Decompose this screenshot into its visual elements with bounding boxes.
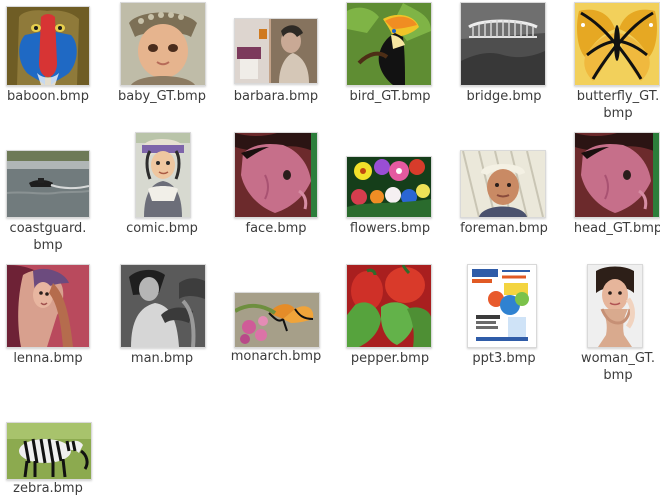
baboon-thumbnail-icon (6, 6, 90, 86)
file-name-barbara: barbara.bmp (233, 89, 319, 104)
file-name-butterfly: butterfly_GT. bmp (576, 89, 660, 121)
file-item-flowers[interactable]: flowers.bmp (335, 154, 445, 236)
file-item-baby[interactable]: baby_GT.bmp (107, 0, 217, 104)
file-name-foreman: foreman.bmp (460, 221, 548, 236)
coastguard-thumbnail-icon (6, 150, 90, 218)
file-name-monarch: monarch.bmp (230, 349, 322, 364)
pepper-thumbnail-icon (346, 264, 432, 348)
file-item-comic[interactable]: comic.bmp (107, 130, 217, 236)
head-thumbnail-icon (574, 132, 660, 218)
woman-thumbnail-icon (587, 264, 643, 348)
foreman-thumbnail-icon (460, 150, 546, 218)
file-item-baboon[interactable]: baboon.bmp (0, 4, 103, 104)
file-name-pepper: pepper.bmp (350, 351, 430, 366)
file-item-barbara[interactable]: barbara.bmp (221, 16, 331, 104)
man-thumbnail-icon (120, 264, 206, 348)
file-item-face[interactable]: face.bmp (221, 130, 331, 236)
file-name-lenna: lenna.bmp (13, 351, 83, 366)
file-item-foreman[interactable]: foreman.bmp (449, 148, 559, 236)
butterfly-thumbnail-icon (574, 2, 660, 86)
ppt3-thumbnail-icon (467, 264, 537, 348)
baby-thumbnail-icon (120, 2, 206, 86)
file-item-woman[interactable]: woman_GT. bmp (563, 262, 660, 384)
flowers-thumbnail-icon (346, 156, 432, 218)
file-item-zebra[interactable]: zebra.bmp (0, 420, 103, 500)
file-name-zebra: zebra.bmp (13, 481, 83, 496)
barbara-thumbnail-icon (234, 18, 318, 84)
file-name-woman: woman_GT. bmp (580, 351, 656, 383)
file-item-man[interactable]: man.bmp (107, 262, 217, 368)
bridge-thumbnail-icon (460, 2, 546, 86)
file-name-flowers: flowers.bmp (349, 221, 431, 236)
file-item-lenna[interactable]: lenna.bmp (0, 262, 103, 368)
file-name-head: head_GT.bmp (573, 221, 660, 236)
file-name-coastguard: coastguard. bmp (9, 221, 87, 253)
file-name-bridge: bridge.bmp (466, 89, 542, 104)
file-item-bridge[interactable]: bridge.bmp (449, 0, 559, 104)
file-name-face: face.bmp (245, 221, 307, 236)
file-item-monarch[interactable]: monarch.bmp (221, 290, 331, 368)
face-thumbnail-icon (234, 132, 318, 218)
file-name-baby: baby_GT.bmp (118, 89, 206, 104)
file-item-bird[interactable]: bird_GT.bmp (335, 0, 445, 104)
comic-thumbnail-icon (135, 132, 191, 218)
file-name-ppt3: ppt3.bmp (472, 351, 536, 366)
file-item-ppt3[interactable]: ppt3.bmp (449, 262, 559, 368)
lenna-thumbnail-icon (6, 264, 90, 348)
file-name-comic: comic.bmp (126, 221, 198, 236)
bird-thumbnail-icon (346, 2, 432, 86)
file-name-baboon: baboon.bmp (7, 89, 89, 104)
file-item-coastguard[interactable]: coastguard. bmp (0, 148, 103, 253)
monarch-thumbnail-icon (234, 292, 320, 348)
file-item-head[interactable]: head_GT.bmp (563, 130, 660, 236)
file-name-bird: bird_GT.bmp (349, 89, 431, 104)
file-item-butterfly[interactable]: butterfly_GT. bmp (563, 0, 660, 122)
file-name-man: man.bmp (130, 351, 194, 366)
zebra-thumbnail-icon (6, 422, 92, 480)
file-item-pepper[interactable]: pepper.bmp (335, 262, 445, 368)
